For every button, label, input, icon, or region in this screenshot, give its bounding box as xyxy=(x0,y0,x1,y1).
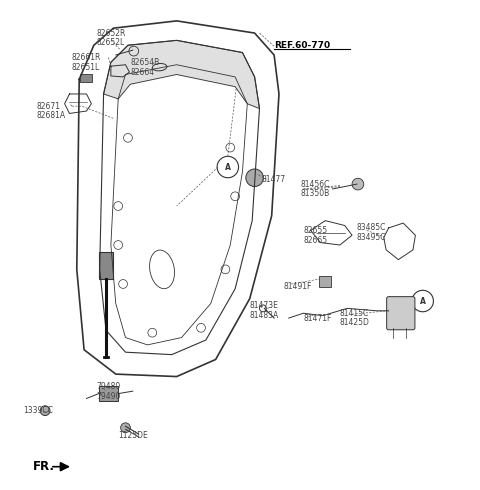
Text: 81473E: 81473E xyxy=(250,301,278,310)
FancyBboxPatch shape xyxy=(387,296,415,330)
FancyBboxPatch shape xyxy=(99,252,113,279)
Text: FR.: FR. xyxy=(33,460,55,473)
Text: 82681A: 82681A xyxy=(36,111,65,121)
Text: A: A xyxy=(420,296,426,306)
Text: 81456C: 81456C xyxy=(301,180,330,189)
Text: 82655: 82655 xyxy=(303,226,327,235)
Text: 83495C: 83495C xyxy=(357,233,386,242)
Text: 81483A: 81483A xyxy=(250,311,279,320)
Text: 81425D: 81425D xyxy=(340,318,370,327)
Text: 81415C: 81415C xyxy=(340,309,369,318)
Text: 82661R: 82661R xyxy=(72,53,101,62)
FancyBboxPatch shape xyxy=(99,386,118,401)
Text: 82671: 82671 xyxy=(36,101,60,111)
Text: 81477: 81477 xyxy=(262,175,286,184)
Text: 1339CC: 1339CC xyxy=(23,406,53,415)
Text: 82651L: 82651L xyxy=(72,63,100,72)
Text: 79490: 79490 xyxy=(96,392,120,400)
Text: 81491F: 81491F xyxy=(284,282,312,291)
Circle shape xyxy=(352,178,364,190)
FancyBboxPatch shape xyxy=(319,276,331,288)
Text: 79480: 79480 xyxy=(96,382,120,391)
Text: 82664: 82664 xyxy=(131,68,155,76)
Text: 1125DE: 1125DE xyxy=(118,431,148,440)
FancyBboxPatch shape xyxy=(80,74,92,82)
Text: 83485C: 83485C xyxy=(357,223,386,232)
Text: A: A xyxy=(225,163,231,172)
Text: 82654B: 82654B xyxy=(131,58,160,67)
Text: 81471F: 81471F xyxy=(303,314,332,322)
Circle shape xyxy=(120,423,131,433)
Circle shape xyxy=(246,169,264,187)
Text: 81350B: 81350B xyxy=(301,189,330,198)
Text: 82652L: 82652L xyxy=(96,38,124,48)
Text: 82652R: 82652R xyxy=(96,28,126,38)
Circle shape xyxy=(40,406,50,416)
Polygon shape xyxy=(104,40,260,109)
Text: 82665: 82665 xyxy=(303,236,327,245)
Text: REF.60-770: REF.60-770 xyxy=(274,41,330,50)
